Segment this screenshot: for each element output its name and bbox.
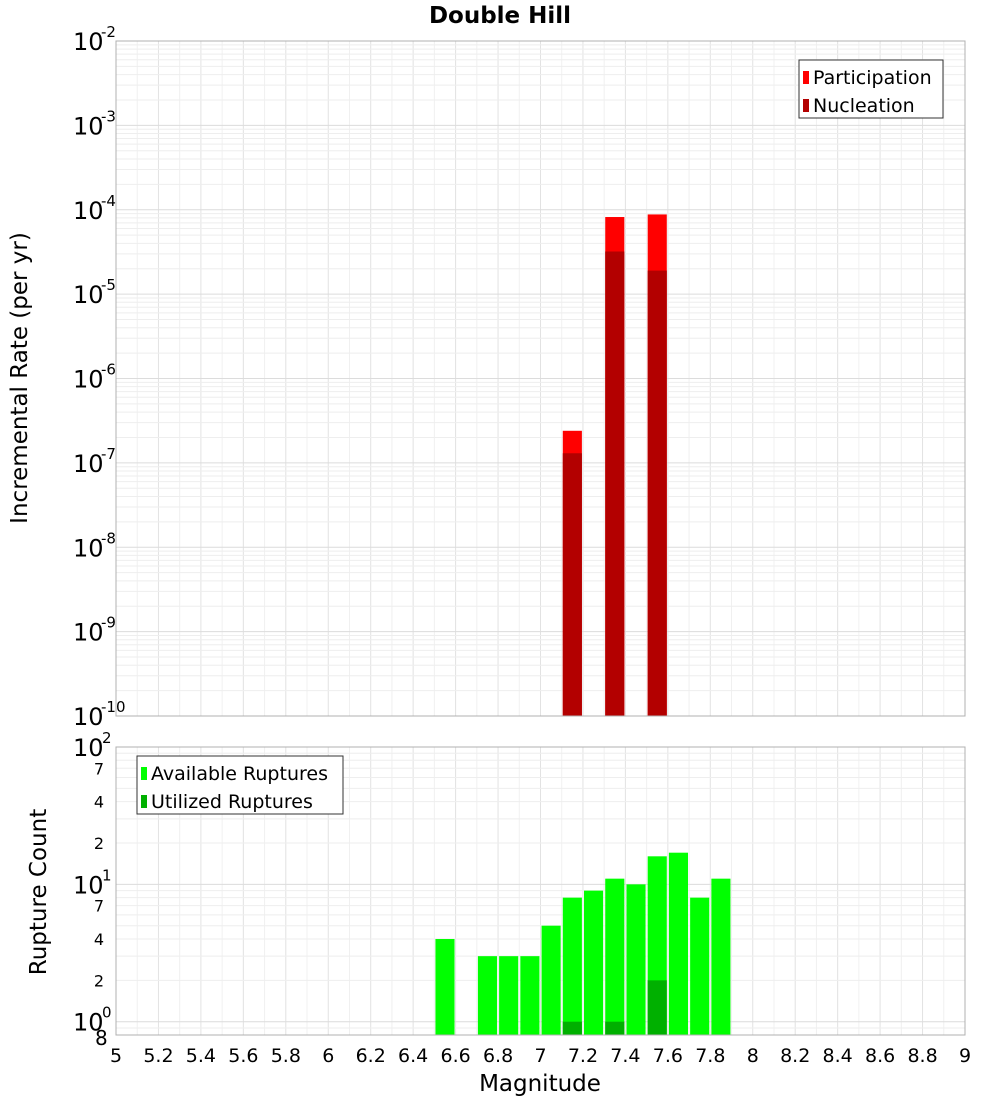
x-tick-label: 6.8	[483, 1045, 513, 1067]
bar-available-ruptures	[435, 939, 455, 1035]
y-tick-exponent: -9	[101, 614, 116, 632]
y-tick-exponent: -5	[101, 276, 116, 294]
y-tick-label: 10	[73, 112, 104, 140]
legend: Available Ruptures Utilized Ruptures	[136, 755, 344, 815]
x-tick-label: 5.2	[143, 1045, 173, 1067]
y-tick-label: 10	[73, 703, 104, 731]
x-tick-label: 6.6	[440, 1045, 470, 1067]
x-tick-label: 8.4	[823, 1045, 853, 1067]
bar-utilized-ruptures	[647, 980, 667, 1035]
x-tick-label: 7.4	[610, 1045, 640, 1067]
x-tick-label: 8.8	[907, 1045, 937, 1067]
y-axis-label-count: Rupture Count	[26, 809, 52, 975]
y-tick-label: 2	[94, 834, 104, 853]
x-tick-label: 7.2	[568, 1045, 598, 1067]
bar-available-ruptures	[520, 956, 540, 1035]
bar-utilized-ruptures	[562, 1021, 582, 1035]
y-tick-exponent: -10	[101, 698, 126, 716]
x-tick-label: 8	[747, 1045, 759, 1067]
bar-available-ruptures	[541, 925, 561, 1035]
y-tick-label: 7	[94, 897, 104, 916]
x-tick-label: 5.4	[186, 1045, 216, 1067]
bar-utilized-ruptures	[605, 1021, 625, 1035]
rate-panel: Double Hill10-1010-910-810-710-610-510-4…	[7, 3, 966, 731]
x-tick-label: 6.4	[398, 1045, 428, 1067]
legend: Participation Nucleation	[798, 59, 944, 119]
y-tick-exponent: -8	[101, 529, 116, 547]
x-tick-label: 5.8	[271, 1045, 301, 1067]
y-tick-label: 4	[94, 793, 104, 812]
y-tick-exponent: 1	[102, 866, 112, 884]
bar-available-ruptures	[562, 897, 582, 1035]
x-tick-label: 8.6	[865, 1045, 895, 1067]
legend-label: Available Ruptures	[151, 763, 328, 785]
y-tick-label: 10	[73, 281, 104, 309]
x-tick-label: 5	[110, 1045, 122, 1067]
x-tick-label: 8.2	[780, 1045, 810, 1067]
y-axis-label-rate: Incremental Rate (per yr)	[7, 232, 33, 524]
y-tick-exponent: -2	[101, 23, 116, 41]
y-tick-label: 10	[73, 871, 104, 899]
x-tick-label: 5.6	[228, 1045, 258, 1067]
legend-swatch	[141, 795, 147, 808]
legend-box	[136, 755, 344, 815]
y-tick-exponent: 0	[102, 1004, 112, 1022]
y-tick-label: 10	[73, 1009, 104, 1037]
y-tick-label: 10	[73, 734, 104, 762]
bar-nucleation	[605, 251, 625, 716]
legend-swatch	[803, 99, 809, 112]
legend-label: Participation	[813, 67, 932, 89]
y-tick-label: 10	[73, 619, 104, 647]
bar-nucleation	[647, 270, 667, 716]
x-tick-label: 7.6	[653, 1045, 683, 1067]
x-axis-label: Magnitude	[479, 1071, 601, 1097]
legend-box	[798, 59, 944, 119]
y-tick-label: 7	[94, 759, 104, 778]
legend-swatch	[141, 767, 147, 780]
bar-nucleation	[562, 453, 582, 716]
plot-frame	[115, 746, 966, 1036]
bar-available-ruptures	[584, 890, 604, 1035]
y-tick-exponent: -3	[101, 107, 116, 125]
x-tick-label: 7.8	[695, 1045, 725, 1067]
x-tick-label: 7	[534, 1045, 546, 1067]
bar-available-ruptures	[499, 956, 519, 1035]
y-tick-exponent: -4	[101, 192, 116, 210]
bar-available-ruptures	[605, 878, 625, 1035]
x-tick-label: 6	[322, 1045, 334, 1067]
y-tick-label: 2	[94, 971, 104, 990]
bar-available-ruptures	[477, 956, 497, 1035]
y-tick-label: 10	[73, 534, 104, 562]
bar-available-ruptures	[626, 884, 646, 1035]
y-tick-exponent: 2	[102, 729, 112, 747]
y-tick-label: 10	[73, 366, 104, 394]
legend-label: Nucleation	[813, 95, 915, 117]
y-tick-label: 10	[73, 197, 104, 225]
x-tick-label: 9	[959, 1045, 971, 1067]
y-tick-label: 10	[73, 28, 104, 56]
bar-available-ruptures	[690, 897, 710, 1035]
bar-available-ruptures	[668, 852, 689, 1035]
y-tick-exponent: -6	[101, 361, 116, 379]
legend-label: Utilized Ruptures	[151, 791, 313, 813]
legend-swatch	[803, 71, 809, 84]
y-tick-label: 4	[94, 930, 104, 949]
bar-available-ruptures	[711, 878, 731, 1035]
y-tick-exponent: -7	[101, 445, 116, 463]
y-tick-label: 10	[73, 450, 104, 478]
plot-frame	[115, 40, 966, 717]
x-tick-label: 6.2	[356, 1045, 386, 1067]
chart-title: Double Hill	[429, 3, 571, 29]
y-tick-label: 8	[95, 1026, 108, 1050]
